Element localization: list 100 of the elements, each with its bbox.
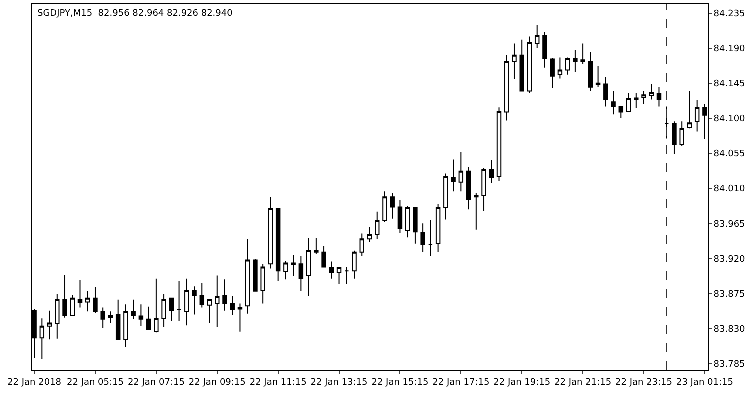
candlestick [451,159,456,192]
x-tick-label: 22 Jan 17:15 [432,378,490,388]
candlestick [573,49,578,74]
x-tick-label: 23 Jan 01:15 [676,378,734,388]
text: SGDJPY,M15 82.956 82.964 82.926 82.940 [38,9,234,20]
candlestick [382,191,388,223]
candlestick [306,238,312,297]
candlestick [512,43,517,80]
candlestick [253,258,258,292]
candlestick [154,278,159,334]
candlestick [176,280,182,322]
y-tick-label: 84.010 [714,184,746,195]
candlestick [649,84,654,100]
candlestick [398,200,403,234]
candlestick [558,57,563,80]
candlestick [230,296,235,316]
candlestick [222,279,228,312]
candlestick [284,260,288,280]
y-tick-label: 83.920 [714,254,746,265]
candlestick [527,36,532,94]
candlestick [291,255,296,278]
candlestick [596,66,601,88]
candlestick [55,294,60,340]
candlestick [260,264,266,304]
candlestick [458,151,464,192]
candlestick [352,250,357,280]
candlestick [47,310,52,340]
candlestick [466,167,472,210]
x-tick-label: 22 Jan 09:15 [188,378,246,388]
x-tick-label: 22 Jan 11:15 [250,378,307,388]
candlestick [322,246,326,268]
candlestick [200,283,205,308]
candlestick [100,307,106,328]
candlestick [405,206,410,238]
candlestick [580,43,586,64]
y-tick-label: 84.100 [714,114,746,125]
candlestick [329,261,334,280]
candlestick [672,121,677,155]
candlestick [482,168,486,212]
candlestick [245,238,250,314]
candlestick [687,90,692,130]
x-tick-label: 22 Jan 23:15 [616,378,672,388]
candlestick [611,90,616,116]
candlestick [520,39,524,92]
candlestick [70,294,75,317]
candlestick [489,160,494,184]
candlestick [680,121,684,148]
y-tick-label: 83.830 [714,324,746,335]
candlestick [550,58,555,89]
candlestick [40,318,45,360]
y-tick-label: 83.785 [714,360,746,370]
candlestick [565,57,570,76]
x-tick-label: 22 Jan 19:15 [494,378,551,388]
candlestick [474,192,479,230]
candlestick [618,106,624,119]
candlestick [504,54,510,122]
candlestick [162,294,166,328]
candlestick [138,304,144,327]
x-tick-label: 22 Jan 07:15 [128,378,185,388]
candlestick [62,274,68,318]
x-tick-label: 22 Jan 21:15 [554,378,612,388]
candlestick [367,226,372,243]
candlestick [276,208,281,282]
candlestick [360,233,364,257]
candlestick [314,238,319,254]
candlestick [588,52,594,92]
candlestick [542,32,548,68]
candlestick [108,311,114,324]
y-tick-label: 84.145 [714,80,746,90]
candlestick [184,278,190,326]
candlestick [626,93,632,113]
candlestick [86,290,90,312]
candlestick [192,286,197,316]
x-tick-label: 22 Jan 13:15 [310,378,368,388]
y-tick-label: 83.965 [714,220,746,230]
candlestick [444,173,448,220]
x-tick-label: 22 Jan 2018 [8,378,62,388]
candlestick [93,286,98,314]
candlestick [298,256,304,292]
candlestick [268,196,274,270]
x-tick-label: 22 Jan 05:15 [67,378,124,388]
candlestick [496,107,502,182]
candlestick [238,303,243,332]
candlestick [428,220,434,257]
candlestick [604,76,608,108]
candlestick [116,299,121,340]
candlestick [656,86,662,108]
candlestick [694,100,700,132]
y-tick-label: 83.875 [714,290,746,300]
candlestick [642,90,646,105]
candlestick [124,304,128,348]
candlestick [634,93,639,109]
x-tick-label: 22 Jan 15:15 [372,378,429,388]
candlestick [78,280,83,308]
candlestick [436,204,441,253]
candlestick [413,208,418,244]
candlestick [534,24,540,49]
candlestick [169,298,174,322]
candlestick [344,266,350,285]
y-tick-label: 84.055 [714,150,746,160]
